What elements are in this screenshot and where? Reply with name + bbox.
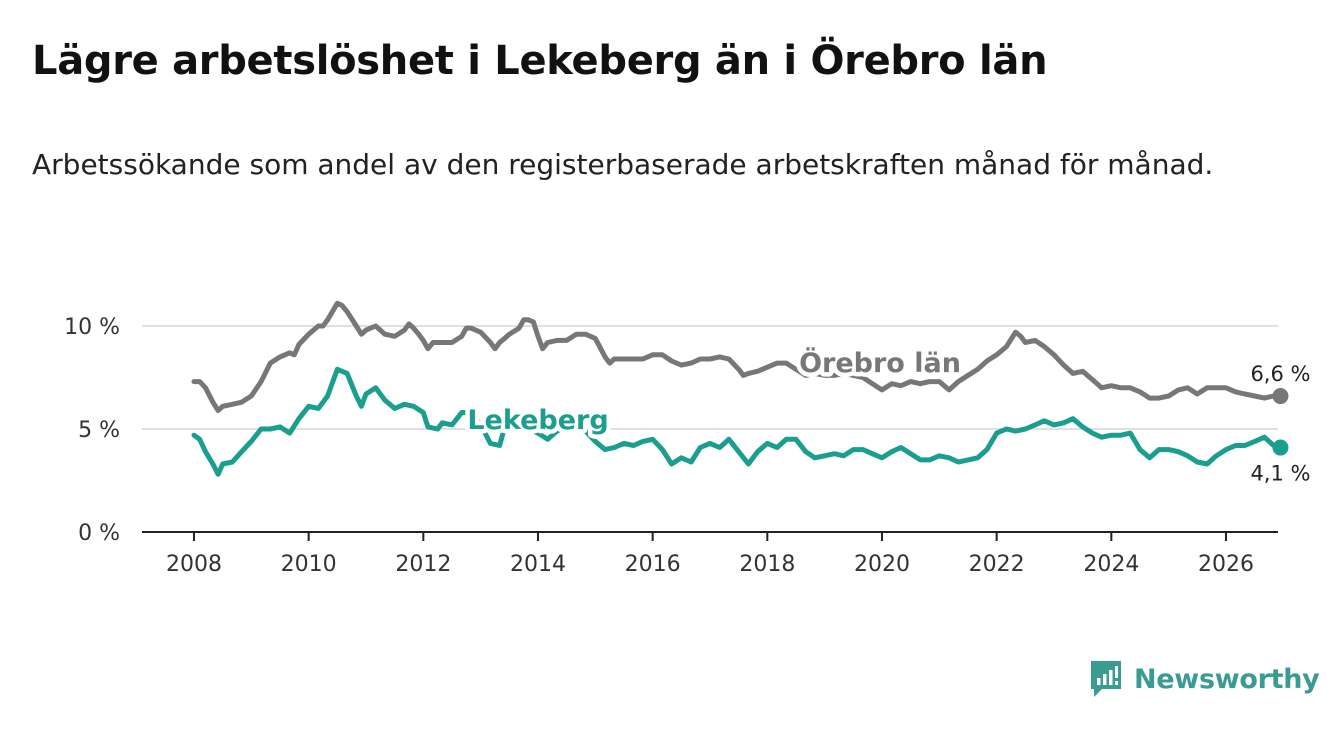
x-tick-label: 2012 [395,552,451,577]
series-name-halo: Örebro län [799,346,961,379]
newsworthy-brand[interactable]: Newsworthy [1088,658,1320,700]
x-tick-label: 2008 [166,552,222,577]
brand-name: Newsworthy [1134,663,1320,695]
series-line-0 [191,300,1283,413]
series-end-point-1 [1272,439,1289,456]
gridlines [142,325,1278,430]
chart-title: Lägre arbetslöshet i Lekeberg än i Örebr… [32,38,1048,84]
x-tick-label: 2022 [969,552,1025,577]
y-tick-label: 10 % [64,315,120,340]
series-lines [191,300,1289,477]
newsworthy-logo-icon [1091,661,1121,697]
x-tick-label: 2016 [625,552,681,577]
x-tick-label: 2018 [739,552,795,577]
series-name-label: Lekeberg [467,405,608,436]
series-name-label: Örebro län [799,346,961,379]
series-end-value-label: 6,6 % [1250,362,1310,386]
x-axis-ticks: 2008 2010 2012 2014 2016 2018 2020 2022 2024 2026 [166,532,1254,577]
x-tick-label: 2010 [281,552,337,577]
y-tick-label: 0 % [78,521,120,546]
series-end-value-label: 4,1 % [1250,462,1310,486]
chart-subtitle: Arbetssökande som andel av den registerb… [32,148,1214,181]
x-tick-label: 2014 [510,552,566,577]
y-axis-ticks: 0 % 5 % 10 % [64,315,120,546]
series-name-halo: Lekeberg [467,405,608,436]
series-line-1 [191,366,1283,477]
x-tick-label: 2024 [1083,552,1139,577]
x-tick-label: 2020 [854,552,910,577]
y-tick-label: 5 % [78,418,120,443]
series-end-point-0 [1272,388,1289,405]
x-tick-label: 2026 [1198,552,1254,577]
